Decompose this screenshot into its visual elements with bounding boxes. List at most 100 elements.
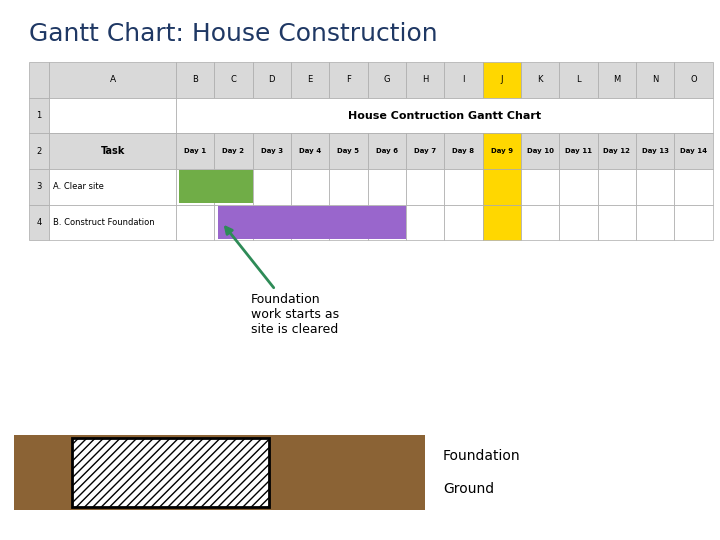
Bar — [521, 133, 559, 169]
Text: B. Construct Foundation: B. Construct Foundation — [53, 218, 154, 227]
Text: Day 6: Day 6 — [376, 148, 398, 154]
Text: Foundation: Foundation — [443, 449, 521, 463]
Bar — [179, 170, 253, 203]
Text: Task: Task — [100, 146, 125, 156]
Bar — [176, 98, 713, 133]
Bar — [49, 98, 176, 133]
Bar — [29, 169, 49, 205]
Bar — [636, 169, 675, 205]
Text: Day 7: Day 7 — [414, 148, 436, 154]
Text: 1: 1 — [37, 111, 42, 120]
Text: G: G — [384, 76, 390, 84]
Text: M: M — [613, 76, 621, 84]
Bar — [329, 205, 368, 240]
Bar — [29, 62, 49, 98]
Text: Gantt Chart: House Construction: Gantt Chart: House Construction — [29, 22, 438, 45]
Text: Day 10: Day 10 — [527, 148, 554, 154]
Bar — [291, 205, 329, 240]
Bar — [72, 438, 269, 507]
Text: D: D — [269, 76, 275, 84]
Text: J: J — [500, 76, 503, 84]
Bar — [29, 205, 49, 240]
Bar — [675, 133, 713, 169]
Text: 2: 2 — [37, 147, 42, 156]
Bar — [176, 205, 215, 240]
Text: A. Clear site: A. Clear site — [53, 183, 104, 191]
Bar — [29, 133, 49, 169]
Text: N: N — [652, 76, 659, 84]
Text: Day 3: Day 3 — [261, 148, 283, 154]
Bar — [368, 205, 406, 240]
Text: Foundation
work starts as
site is cleared: Foundation work starts as site is cleare… — [225, 227, 339, 336]
Bar — [368, 133, 406, 169]
Bar — [406, 62, 444, 98]
Text: H: H — [422, 76, 428, 84]
Text: House Contruction Gantt Chart: House Contruction Gantt Chart — [348, 111, 541, 120]
Text: Day 1: Day 1 — [184, 148, 206, 154]
Bar — [49, 169, 176, 205]
Bar — [482, 205, 521, 240]
Bar — [217, 206, 406, 239]
Text: B: B — [192, 76, 198, 84]
Bar — [636, 205, 675, 240]
Bar — [329, 62, 368, 98]
Bar — [253, 205, 291, 240]
Text: Day 2: Day 2 — [222, 148, 244, 154]
Bar — [521, 62, 559, 98]
Bar — [329, 169, 368, 205]
Bar — [406, 133, 444, 169]
Bar — [253, 133, 291, 169]
Bar — [559, 205, 598, 240]
Bar — [368, 62, 406, 98]
Text: A: A — [109, 76, 116, 84]
Bar — [215, 205, 253, 240]
Text: L: L — [576, 76, 581, 84]
Bar — [49, 62, 176, 98]
Text: I: I — [462, 76, 464, 84]
Text: E: E — [307, 76, 312, 84]
Bar — [598, 169, 636, 205]
Bar — [49, 205, 176, 240]
Text: 4: 4 — [37, 218, 42, 227]
Text: F: F — [346, 76, 351, 84]
Bar — [291, 133, 329, 169]
Bar — [176, 133, 215, 169]
Bar — [291, 62, 329, 98]
Bar — [559, 62, 598, 98]
Text: Day 8: Day 8 — [452, 148, 474, 154]
Bar — [444, 133, 482, 169]
Text: Day 4: Day 4 — [299, 148, 321, 154]
Text: Day 14: Day 14 — [680, 148, 707, 154]
Bar — [49, 133, 176, 169]
Bar — [675, 169, 713, 205]
Bar — [482, 169, 521, 205]
Bar — [636, 62, 675, 98]
Bar — [444, 62, 482, 98]
Bar — [482, 133, 521, 169]
Bar — [329, 133, 368, 169]
Bar — [521, 205, 559, 240]
Bar — [598, 205, 636, 240]
Text: C: C — [230, 76, 236, 84]
Text: O: O — [690, 76, 697, 84]
Bar — [215, 169, 253, 205]
Bar — [406, 169, 444, 205]
Text: Day 12: Day 12 — [603, 148, 630, 154]
Text: Day 9: Day 9 — [491, 148, 513, 154]
Text: Day 5: Day 5 — [338, 148, 359, 154]
Bar — [598, 133, 636, 169]
Bar — [559, 169, 598, 205]
Bar — [29, 98, 49, 133]
Bar — [176, 169, 215, 205]
Bar — [176, 62, 215, 98]
Bar — [559, 133, 598, 169]
Bar — [291, 169, 329, 205]
Bar — [636, 133, 675, 169]
Bar — [444, 169, 482, 205]
Text: Ground: Ground — [443, 482, 494, 496]
Bar — [598, 62, 636, 98]
Bar — [215, 133, 253, 169]
Bar — [368, 169, 406, 205]
Bar — [675, 62, 713, 98]
Text: Day 13: Day 13 — [642, 148, 669, 154]
